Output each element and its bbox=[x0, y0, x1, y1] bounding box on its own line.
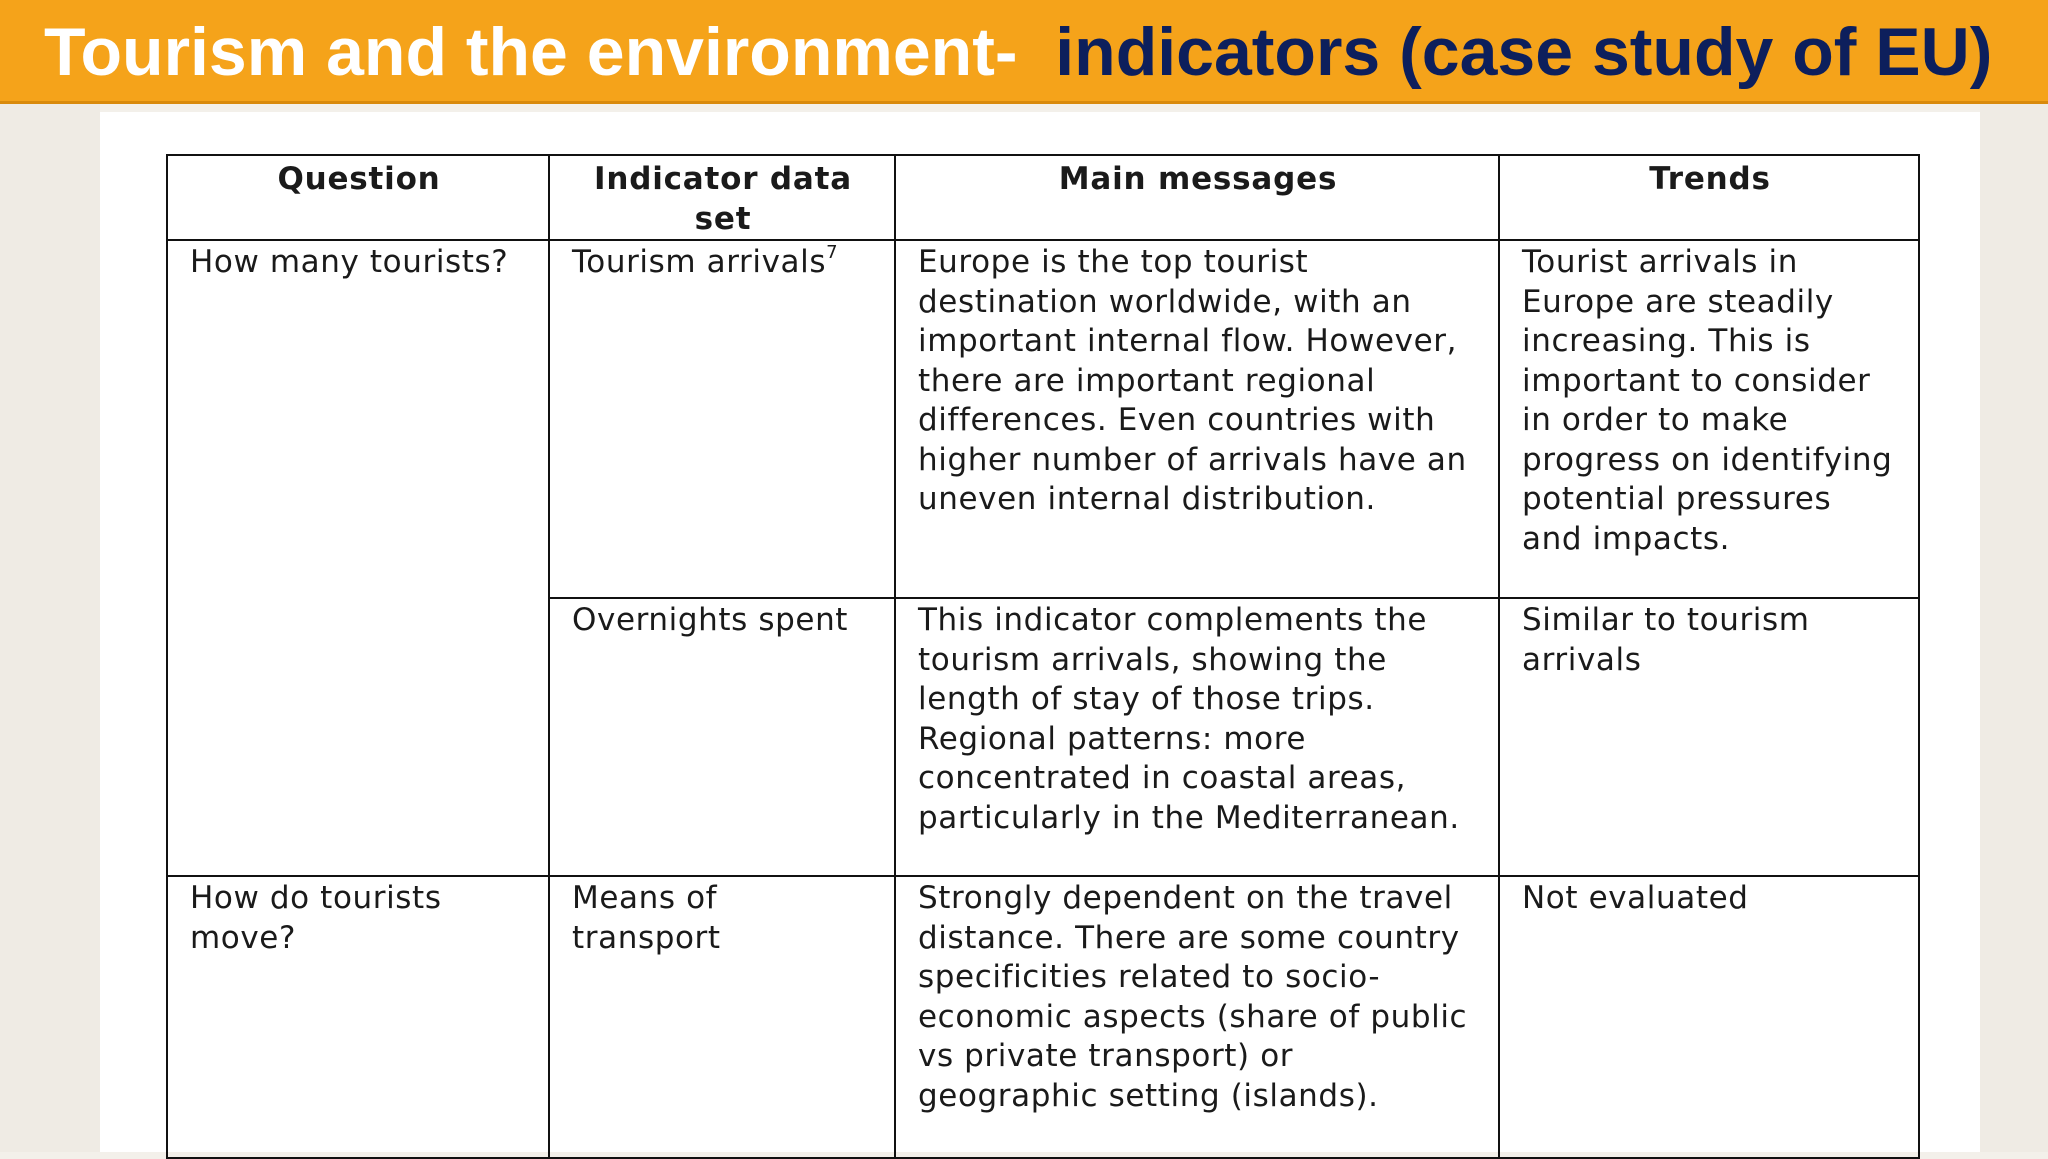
indicator-cell: Overnights spent bbox=[548, 597, 896, 877]
trend-cell: Tourist arrivals in Europe are steadily … bbox=[1498, 239, 1920, 599]
paper-edge-left bbox=[0, 104, 100, 1152]
question-cell: How many tourists? bbox=[166, 239, 550, 877]
table-row: Overnights spent This indicator compleme… bbox=[167, 597, 1920, 877]
trend-cell: Not evaluated bbox=[1498, 875, 1920, 1159]
table-row: How many tourists? Tourism arrivals7 Eur… bbox=[166, 239, 1920, 877]
header-question: Question bbox=[166, 154, 550, 241]
trend-cell: Similar to tourism arrivals bbox=[1498, 597, 1920, 877]
slide-title-bar: Tourism and the environment- indicators … bbox=[0, 0, 2048, 104]
message-cell: Strongly dependent on the travel distanc… bbox=[894, 875, 1500, 1159]
header-indicator: Indicator data set bbox=[548, 154, 896, 241]
slide-title: Tourism and the environment- indicators … bbox=[44, 12, 1992, 92]
header-trends: Trends bbox=[1498, 154, 1920, 241]
slide-title-part2: indicators (case study of EU) bbox=[1055, 14, 1993, 90]
indicator-cell: Means of transport bbox=[548, 875, 896, 1159]
indicator-cell: Tourism arrivals7 bbox=[548, 239, 896, 599]
footnote-marker: 7 bbox=[826, 242, 839, 263]
header-messages: Main messages bbox=[894, 154, 1500, 241]
indicators-table: Question Indicator data set Main message… bbox=[166, 154, 1920, 1159]
table-row: How do tourists move? Means of transport… bbox=[166, 875, 1920, 1159]
paper-edge-right bbox=[1980, 104, 2048, 1152]
slide-title-part1: Tourism and the environment- bbox=[44, 14, 1018, 90]
question-cell: How do tourists move? bbox=[166, 875, 550, 1159]
table-header-row: Question Indicator data set Main message… bbox=[166, 154, 1920, 241]
message-cell: This indicator complements the tourism a… bbox=[894, 597, 1500, 877]
indicator-text: Tourism arrivals bbox=[572, 244, 827, 280]
message-cell: Europe is the top tourist destination wo… bbox=[894, 239, 1500, 599]
